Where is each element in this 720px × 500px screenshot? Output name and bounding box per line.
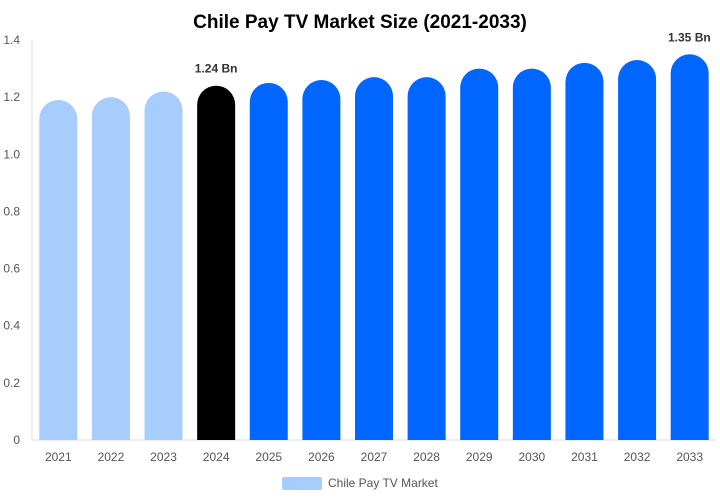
x-tick-label: 2026 (308, 450, 335, 464)
bar-2033[interactable] (670, 54, 709, 441)
x-tick-label: 2033 (676, 450, 703, 464)
x-tick-label: 2030 (518, 450, 545, 464)
y-tick-label: 1.4 (3, 33, 20, 47)
bar-2025[interactable] (249, 82, 288, 440)
bar-2032[interactable] (618, 59, 657, 440)
y-tick-label: 1.0 (3, 147, 20, 161)
y-axis-ticks: 0 0.2 0.4 0.6 0.8 1.0 1.2 1.4 (3, 33, 20, 447)
y-tick-label: 0.2 (3, 376, 20, 390)
legend[interactable]: Chile Pay TV Market (282, 476, 438, 490)
x-tick-label: 2024 (203, 450, 230, 464)
y-tick-label: 1.2 (3, 90, 20, 104)
x-tick-label: 2028 (413, 450, 440, 464)
x-tick-label: 2021 (45, 450, 72, 464)
x-tick-label: 2031 (571, 450, 598, 464)
x-tick-label: 2022 (98, 450, 125, 464)
bar-2022[interactable] (91, 97, 130, 441)
bar-2029[interactable] (460, 68, 499, 441)
bar-2026[interactable] (302, 80, 341, 440)
legend-label: Chile Pay TV Market (328, 476, 438, 490)
bar-2030[interactable] (512, 68, 551, 441)
y-tick-label: 0 (13, 433, 20, 447)
bar-2031[interactable] (565, 62, 604, 440)
x-axis-ticks: 2021 2022 2023 2024 2025 2026 2027 2028 2029 2030… (45, 450, 703, 464)
data-label-2024: 1.24 Bn (195, 62, 238, 76)
chart-title: Chile Pay TV Market Size (2021-2033) (193, 12, 527, 33)
y-tick-label: 0.6 (3, 262, 20, 276)
legend-swatch (282, 477, 322, 490)
x-tick-label: 2029 (466, 450, 493, 464)
x-tick-label: 2023 (150, 450, 177, 464)
y-tick-label: 0.8 (3, 204, 20, 218)
data-label-2033: 1.35 Bn (668, 30, 711, 44)
bar-2028[interactable] (407, 77, 446, 441)
data-labels: 1.24 Bn 1.35 Bn (195, 30, 711, 75)
bar-2027[interactable] (355, 77, 393, 441)
x-tick-label: 2025 (255, 450, 282, 464)
bar-2023[interactable] (144, 91, 183, 440)
bar-2021[interactable] (39, 100, 78, 440)
bar-series (39, 54, 709, 441)
x-tick-label: 2032 (624, 450, 651, 464)
bar-2024[interactable] (197, 85, 236, 440)
y-tick-label: 0.4 (3, 319, 20, 333)
x-tick-label: 2027 (361, 450, 388, 464)
